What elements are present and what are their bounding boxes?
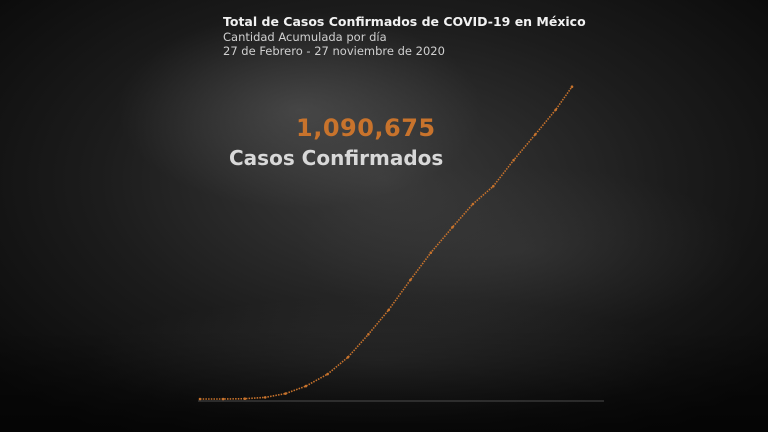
- data-point: [554, 108, 557, 112]
- series-point-layer: [198, 85, 574, 401]
- data-point: [304, 384, 308, 388]
- total-cases-value: 1,090,675: [296, 114, 436, 142]
- data-point: [346, 355, 350, 359]
- data-point: [409, 278, 412, 282]
- data-point: [429, 251, 433, 254]
- data-point: [471, 202, 475, 206]
- data-point: [221, 397, 225, 401]
- data-point: [243, 397, 247, 401]
- data-point: [512, 158, 515, 162]
- chart-title: Total de Casos Confirmados de COVID-19 e…: [223, 14, 586, 29]
- data-point: [451, 225, 454, 229]
- data-point: [387, 308, 391, 312]
- data-point: [198, 397, 202, 401]
- data-point: [326, 372, 329, 376]
- chart-subtitle: Cantidad Acumulada por día: [223, 29, 387, 44]
- data-point: [367, 333, 370, 336]
- header: Total de Casos Confirmados de COVID-19 e…: [223, 14, 586, 58]
- data-point: [534, 133, 537, 136]
- data-point: [570, 85, 574, 88]
- chart-date-range: 27 de Febrero - 27 noviembre de 2020: [223, 44, 445, 58]
- data-point: [284, 392, 287, 395]
- total-cases-label: Casos Confirmados: [229, 146, 444, 170]
- background-floor: [0, 330, 768, 432]
- data-point: [492, 184, 495, 188]
- data-point: [263, 396, 267, 399]
